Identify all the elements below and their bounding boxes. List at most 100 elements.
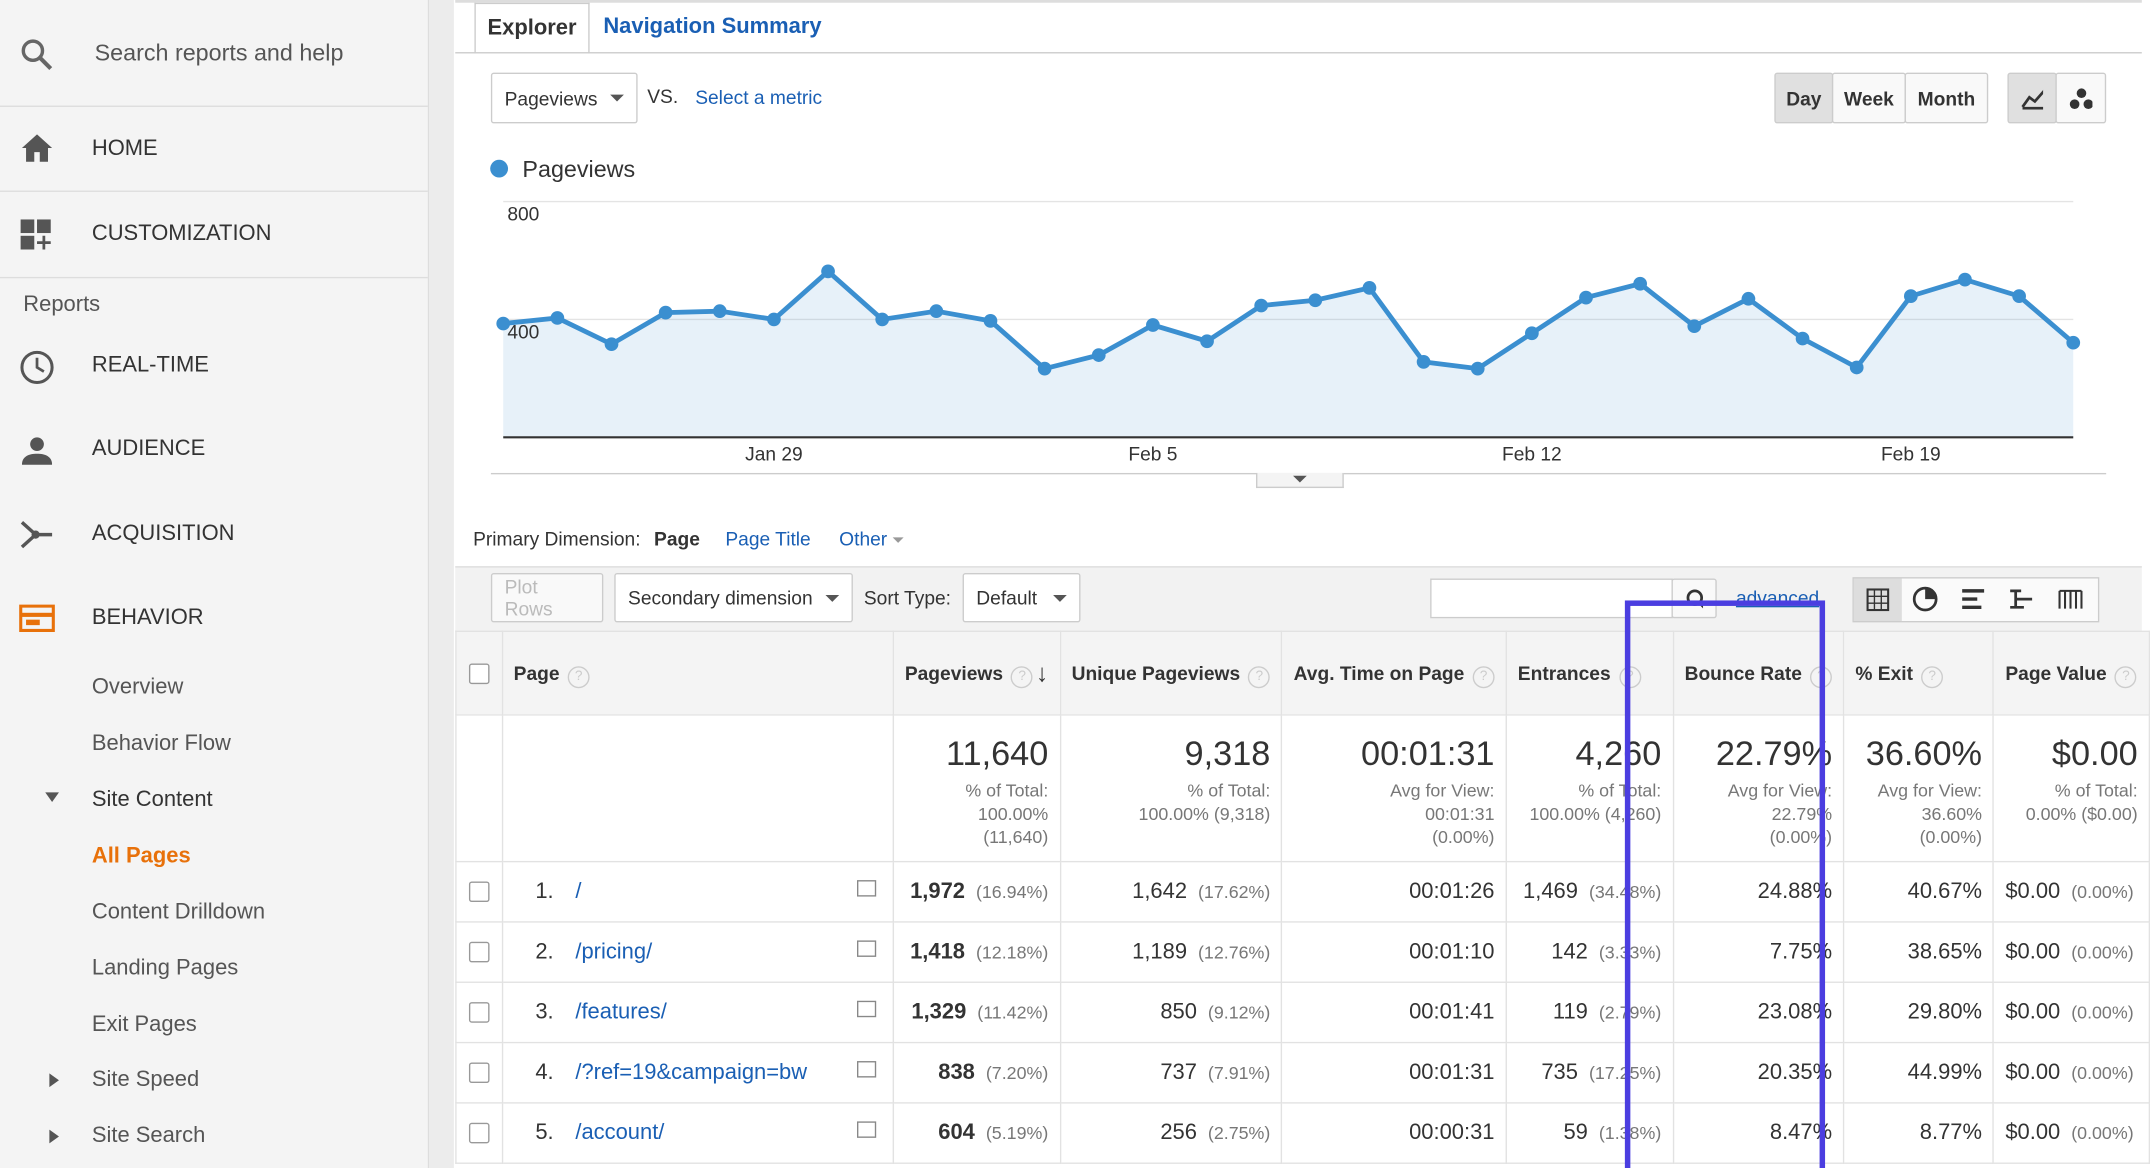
row-cell: 00:00:31: [1281, 1102, 1507, 1164]
reports-label: Reports: [23, 293, 101, 317]
nav-audience[interactable]: AUDIENCE: [91, 437, 206, 461]
nav-overview[interactable]: Overview: [91, 675, 184, 700]
page-link[interactable]: /pricing/: [575, 939, 653, 964]
metric: Pageviews: [504, 87, 598, 109]
page-value-percent: (0.00%): [2071, 1001, 2134, 1023]
nav-home[interactable]: HOME: [91, 137, 158, 161]
vs-label: VS.: [647, 84, 679, 107]
dimension-option[interactable]: Other: [839, 527, 888, 550]
column-header[interactable]: Page Value: [2005, 661, 2107, 684]
nav-site-speed[interactable]: Site Speed: [91, 1067, 200, 1092]
total-value: $0.00: [2051, 734, 2138, 774]
plot-rows-button[interactable]: Plot Rows: [490, 573, 604, 623]
search-button[interactable]: [1671, 578, 1717, 619]
nav-exit-pages[interactable]: Exit Pages: [91, 1013, 197, 1037]
pageviews-percent: (5.19%): [985, 1122, 1049, 1143]
period-button[interactable]: Week: [1831, 72, 1906, 124]
entrances: 119: [1552, 1000, 1588, 1024]
page-value: $0.00: [2005, 1000, 2061, 1024]
open-icon: [856, 1000, 877, 1017]
point: [550, 311, 565, 325]
unique-pageviews: 1,189: [1132, 939, 1188, 964]
nav-content-drilldown[interactable]: Content Drilldown: [91, 900, 266, 924]
total-note: % of Total:: [2054, 780, 2138, 801]
row-number: 3.: [535, 1000, 554, 1024]
data-row: 3. /features/1,329 (11.42%) 850 (9.12%) 00:01…: [455, 981, 2150, 1044]
page-link[interactable]: /account/: [575, 1120, 665, 1145]
column-header[interactable]: Unique Pageviews: [1071, 661, 1241, 684]
page-link[interactable]: /features/: [575, 1000, 667, 1024]
nav-realtime[interactable]: REAL-TIME: [91, 353, 209, 377]
open-icon: [856, 879, 877, 896]
open-icon: [856, 939, 877, 957]
dimension-option[interactable]: Page Title: [725, 527, 811, 550]
resize-handle[interactable]: [1256, 472, 1344, 489]
bounce-rate: 7.75%: [1769, 939, 1833, 964]
view-toggle[interactable]: [1852, 577, 2100, 623]
point: [929, 304, 944, 319]
select-metric[interactable]: Select a metric: [695, 86, 823, 109]
nav-acquisition[interactable]: ACQUISITION: [91, 522, 235, 546]
page-value: $0.00: [2005, 1060, 2061, 1084]
page-link[interactable]: /: [575, 879, 582, 903]
point: [1525, 326, 1539, 341]
header-cell: Entrances?: [1505, 630, 1674, 716]
secondary-dimension[interactable]: Secondary dimension: [614, 573, 853, 623]
metric-dropdown[interactable]: Pageviews: [490, 72, 638, 124]
search-icon: [21, 39, 53, 70]
checkbox[interactable]: [468, 1122, 490, 1144]
nav-landing-pages[interactable]: Landing Pages: [91, 956, 239, 981]
tab[interactable]: Explorer: [474, 2, 590, 54]
checkbox[interactable]: [468, 662, 490, 684]
period-button[interactable]: Day: [1774, 72, 1834, 124]
table-search[interactable]: [1430, 578, 1673, 619]
nav-behavior-flow[interactable]: Behavior Flow: [91, 732, 231, 756]
unique-pageviews: 1,642: [1132, 879, 1188, 903]
totals-cell: [455, 714, 503, 863]
behavior-icon: [19, 604, 55, 632]
row-cell: 38.65%: [1843, 921, 1995, 983]
data-row: 1. / 1,972 (16.94%) 1,642 (17.62%) 00:01:26 1,4…: [455, 860, 2150, 923]
nav-site-search[interactable]: Site Search: [91, 1124, 206, 1148]
point: [1037, 361, 1052, 376]
checkbox[interactable]: [468, 941, 490, 963]
pageviews-percent: (16.94%): [975, 880, 1049, 902]
nav-site-content[interactable]: Site Content: [91, 788, 213, 812]
motion-chart-toggle[interactable]: [2055, 72, 2107, 124]
nav-customization[interactable]: CUSTOMIZATION: [91, 222, 272, 246]
realtime-icon: [20, 350, 54, 384]
column-header[interactable]: Bounce Rate: [1684, 661, 1802, 684]
row-cell: 00:01:41: [1281, 981, 1507, 1044]
row-cell: 00:01:31: [1281, 1041, 1507, 1104]
total-note: 36.60%: [1921, 803, 1983, 824]
row-number: 4.: [535, 1060, 554, 1084]
checkbox[interactable]: [468, 881, 490, 903]
total-value: 9,318: [1184, 734, 1271, 774]
row-cell: 604 (5.19%): [892, 1102, 1061, 1164]
header-cell: Page?: [501, 630, 894, 716]
checkbox[interactable]: [468, 1002, 490, 1023]
point: [1308, 293, 1323, 308]
checkbox[interactable]: [468, 1062, 490, 1084]
column-header[interactable]: Avg. Time on Page: [1293, 661, 1465, 684]
open-icon: [856, 1120, 877, 1138]
tab[interactable]: Navigation Summary: [603, 15, 822, 39]
period-button[interactable]: Month: [1904, 72, 1989, 124]
column-header[interactable]: Entrances: [1517, 661, 1611, 684]
y-tick-label: 800: [507, 205, 539, 226]
column-header[interactable]: Page: [513, 661, 560, 684]
area: [503, 271, 2074, 438]
page-value: $0.00: [2005, 879, 2061, 903]
column-header[interactable]: Pageviews: [904, 661, 1004, 684]
sort-dropdown[interactable]: Default: [962, 573, 1081, 623]
nav-all-pages[interactable]: All Pages: [91, 844, 191, 868]
line-chart-toggle[interactable]: [2007, 72, 2057, 124]
column-header[interactable]: % Exit: [1855, 661, 1914, 684]
page-link[interactable]: /?ref=19&campaign=bw: [575, 1060, 808, 1084]
nav-behavior[interactable]: BEHAVIOR: [91, 605, 204, 630]
pageviews-percent: (11.42%): [977, 1001, 1049, 1023]
dimension-option[interactable]: Page: [654, 527, 700, 550]
row-cell: 2. /pricing/: [501, 921, 894, 983]
search-box[interactable]: Search reports and help: [94, 39, 344, 66]
totals-cell: $0.00 % of Total: 0.00% ($0.00): [1992, 714, 2150, 863]
